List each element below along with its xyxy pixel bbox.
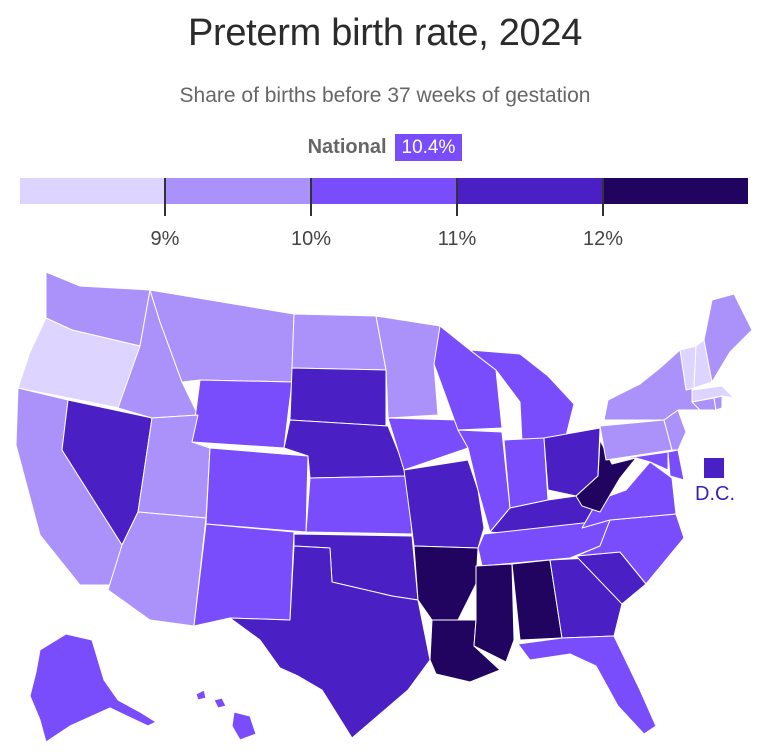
state-IN	[503, 437, 549, 509]
dc-label: D.C.	[695, 483, 735, 505]
state-RI	[713, 395, 723, 411]
legend-bin-2	[165, 178, 312, 204]
chart-subtitle: Share of births before 37 weeks of gesta…	[179, 84, 591, 107]
legend-bin-3	[311, 178, 457, 204]
state-MA	[691, 385, 735, 403]
dc-swatch	[704, 458, 724, 478]
state-CO	[205, 447, 309, 533]
state-KS	[305, 475, 413, 535]
state-MD	[611, 451, 669, 471]
state-DE	[667, 449, 685, 481]
chart-title: Preterm birth rate, 2024	[187, 12, 583, 54]
color-legend	[20, 178, 748, 204]
legend-tick-label: 10%	[290, 228, 332, 250]
state-MS	[473, 563, 515, 663]
state-AR	[413, 545, 479, 621]
state-WI	[433, 325, 503, 431]
state-FL	[517, 635, 657, 735]
state-ME	[703, 293, 753, 383]
state-SD	[289, 367, 387, 427]
legend-tick	[310, 178, 312, 216]
legend-tick-label: 12%	[582, 228, 624, 250]
legend-tick	[602, 178, 604, 216]
state-HI	[195, 689, 257, 741]
legend-tick-label: 11%	[437, 228, 477, 250]
state-ND	[291, 313, 387, 371]
legend-tick-label: 9%	[150, 228, 180, 250]
state-NM	[193, 523, 295, 627]
legend-tick	[164, 178, 166, 216]
legend-bin-1	[20, 178, 166, 204]
legend-bin-5	[602, 178, 748, 204]
national-rate: National 10.4%	[0, 134, 770, 161]
legend-tick	[456, 178, 458, 216]
state-WY	[191, 379, 293, 449]
state-TX	[229, 545, 431, 739]
state-AK	[29, 633, 157, 743]
legend-bin-4	[456, 178, 603, 204]
national-value-badge: 10.4%	[394, 134, 463, 161]
state-MO	[403, 459, 485, 549]
national-label: National	[307, 136, 387, 158]
